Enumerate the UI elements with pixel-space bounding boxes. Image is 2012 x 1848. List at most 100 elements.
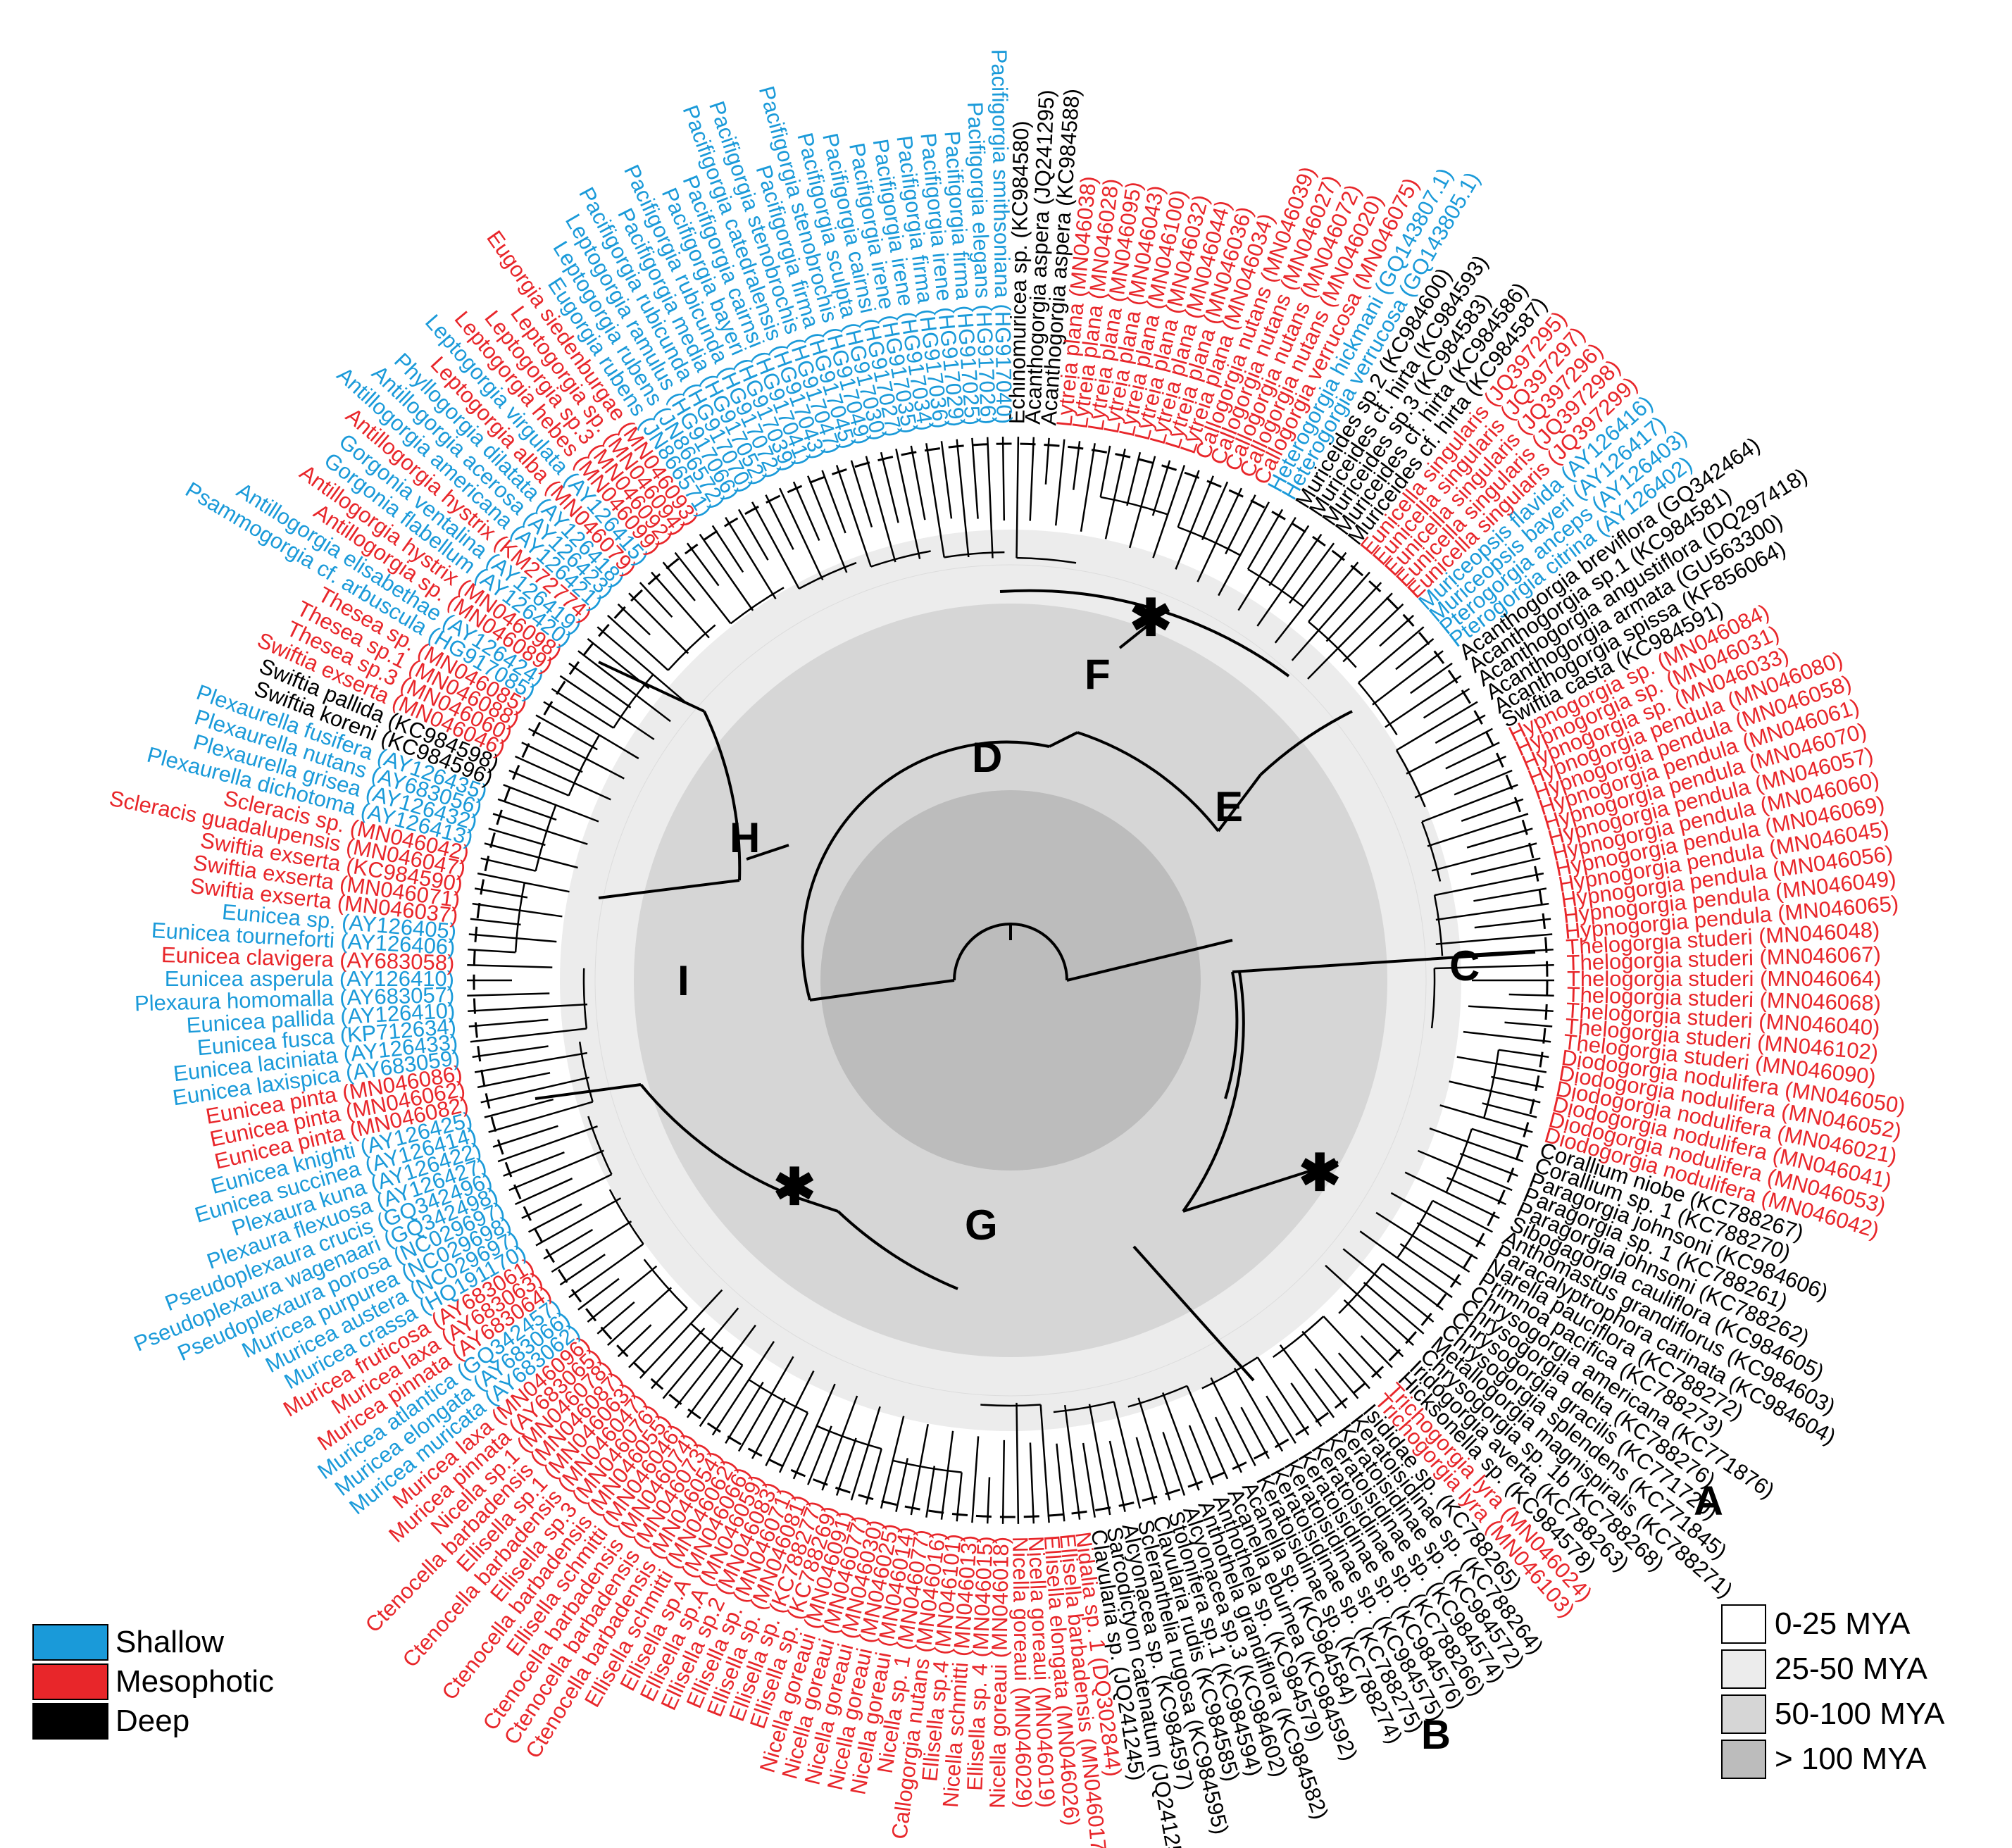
arc-f — [999, 589, 1290, 678]
leaf-branch — [850, 1406, 881, 1501]
leaf-branch — [1363, 1282, 1425, 1335]
leaf-branch — [699, 1364, 744, 1428]
leaf-branch — [467, 963, 553, 968]
clade-arc — [730, 587, 785, 625]
leaf-branch — [674, 551, 732, 625]
clade-arc — [690, 1323, 744, 1366]
leaf-branch — [543, 701, 639, 760]
age-swatch-0-25 — [1721, 1604, 1766, 1644]
arc-ef — [1077, 731, 1220, 832]
leaf-branch — [497, 1125, 598, 1163]
taxon-label: Nicella goreaui (MN046029) — [1008, 1537, 1036, 1809]
clade-arc — [1420, 821, 1442, 882]
leaf-branch — [1188, 1425, 1214, 1485]
leaf-branch — [1358, 626, 1425, 684]
leaf-branch — [1385, 675, 1462, 728]
leaf-branch — [880, 1416, 905, 1509]
leaf-branch — [1063, 1404, 1081, 1520]
leaf-branch — [1210, 1377, 1256, 1466]
leaf-branch — [1151, 460, 1171, 516]
leaf-branch — [1410, 662, 1453, 694]
age-swatch-100 — [1721, 1740, 1766, 1779]
leaf-branch — [1470, 857, 1541, 875]
leaf-branch — [1137, 1397, 1171, 1501]
leaf-branch — [1360, 1335, 1393, 1368]
leaf-branch — [1498, 1049, 1549, 1059]
leaf-branch — [1395, 638, 1435, 670]
leaf-branch — [628, 592, 689, 654]
leaf-branch — [1196, 487, 1243, 582]
leaf-branch — [639, 1289, 723, 1379]
clade-label-i: I — [677, 957, 689, 1004]
leaf-branch — [1308, 561, 1359, 623]
leaf-branch — [865, 456, 896, 563]
leaf-branch — [1290, 1382, 1323, 1428]
leaf-branch — [807, 475, 848, 573]
clade-arc — [514, 882, 526, 953]
leaf-branch — [1343, 1299, 1404, 1358]
age-label-0-25: 0-25 MYA — [1775, 1606, 1911, 1641]
leaf-branch — [1082, 1442, 1096, 1518]
leaf-branch — [1473, 887, 1547, 902]
leaf-branch — [821, 470, 846, 534]
leaf-branch — [835, 1437, 857, 1496]
leaf-branch — [971, 1436, 980, 1523]
leaf-branch — [472, 902, 563, 918]
leaf-branch — [484, 1098, 554, 1118]
clade-arc — [613, 673, 654, 729]
leaf-branch — [1446, 1176, 1507, 1206]
leaf-branch — [535, 1197, 622, 1247]
leaf-branch — [1162, 1432, 1186, 1496]
swatch-mesophotic — [32, 1663, 108, 1700]
leaf-branch — [1432, 1199, 1493, 1233]
age-swatch-25-50 — [1721, 1649, 1766, 1689]
leaf-branch — [1406, 728, 1493, 775]
leaf-branch — [1342, 1248, 1435, 1323]
arc-e — [1259, 710, 1353, 776]
leaf-branch — [551, 687, 614, 729]
leaf-branch — [1001, 1440, 1006, 1524]
branch-h — [746, 844, 789, 861]
arc-g — [837, 1210, 958, 1290]
age-item-0-25: 0-25 MYA — [1721, 1602, 1944, 1647]
leaf-branch — [514, 755, 611, 801]
branch-abc — [1066, 939, 1233, 982]
leaf-branch — [971, 437, 979, 519]
leaf-branch — [925, 443, 945, 558]
branch-a-out — [1182, 1161, 1339, 1213]
branch-f — [1118, 618, 1156, 649]
clade-arc — [1396, 1200, 1434, 1259]
leaf-branch — [484, 842, 578, 869]
leaf-branch — [778, 487, 824, 581]
clade-arc — [816, 1425, 882, 1450]
branch-e — [1217, 773, 1262, 832]
leaf-branch — [559, 1254, 606, 1286]
clade-arc — [980, 1404, 1041, 1407]
leaf-branch — [528, 728, 625, 780]
leaf-branch — [472, 1045, 549, 1059]
clade-arc — [1358, 682, 1398, 736]
leaf-branch — [1218, 501, 1270, 597]
leaf-branch — [1439, 1104, 1533, 1133]
leaf-branch — [1288, 542, 1335, 604]
clade-arc — [748, 1378, 808, 1413]
leaf-branch — [470, 1028, 587, 1043]
leaf-branch — [1359, 1230, 1453, 1299]
leaf-branch — [1431, 842, 1537, 872]
branch-b-out — [1132, 1245, 1255, 1382]
leaf-branch — [1323, 1316, 1382, 1379]
taxon-label: Pacifigorgia smithsoniana (HG917040) — [987, 49, 1017, 424]
legend-label-deep: Deep — [115, 1704, 190, 1738]
age-item-50-100: 50-100 MYA — [1721, 1692, 1944, 1737]
leaf-branch — [628, 1307, 688, 1368]
clade-label-g: G — [965, 1201, 998, 1249]
leaf-branch — [1482, 1102, 1537, 1118]
leaf-branch — [674, 1347, 724, 1409]
leaf-branch — [1016, 1402, 1020, 1524]
leaf-branch — [1186, 1385, 1229, 1480]
leaf-branch — [778, 1412, 809, 1473]
leaf-branch — [792, 1383, 836, 1480]
star-marker-g: ✱ — [773, 1159, 816, 1216]
leaf-branch — [508, 1149, 604, 1192]
leaf-branch — [662, 1307, 739, 1399]
